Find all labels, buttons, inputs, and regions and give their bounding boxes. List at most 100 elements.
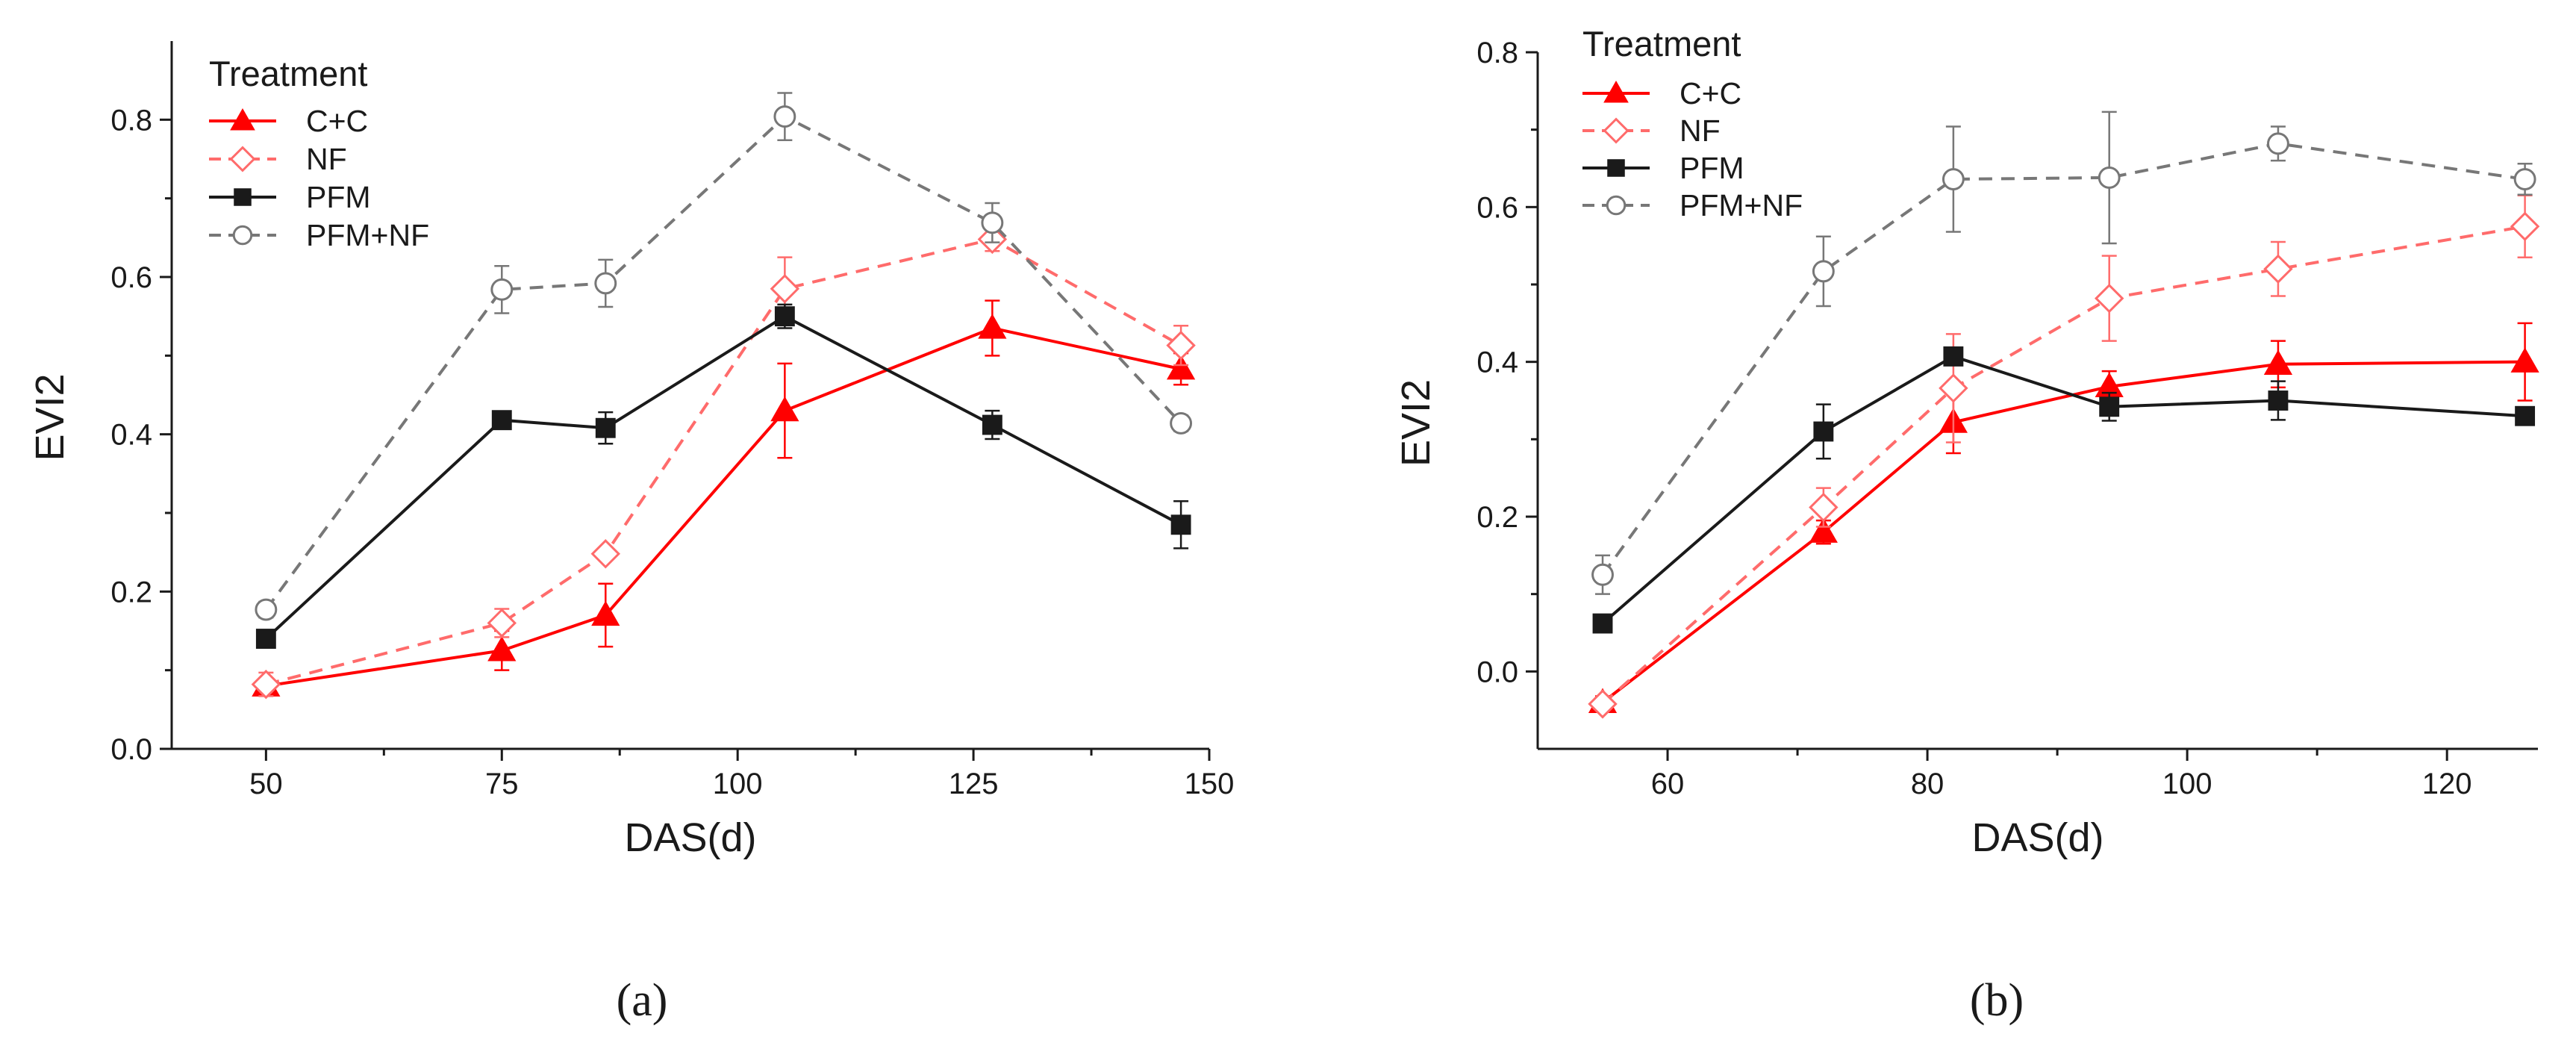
x-tick-label: 150 — [1185, 768, 1235, 800]
y-tick-label: 0.4 — [1476, 346, 1518, 379]
series-pfm — [1592, 346, 2536, 634]
data-point — [2510, 211, 2540, 241]
data-point — [2099, 396, 2120, 417]
x-tick-label: 125 — [949, 768, 999, 800]
data-point — [774, 306, 795, 327]
data-point — [1170, 514, 1191, 535]
x-tick-label: 60 — [1651, 768, 1685, 800]
series-c-c — [1588, 322, 2539, 713]
legend-marker — [1606, 195, 1627, 216]
series-line — [1601, 142, 2525, 576]
series-line — [1601, 355, 2525, 625]
data-point — [491, 410, 512, 431]
y-axis-label: EVI2 — [28, 373, 72, 461]
series-line — [265, 314, 1182, 641]
series-line — [265, 237, 1182, 686]
legend-title: Treatment — [1582, 24, 1741, 63]
data-point — [2515, 405, 2536, 426]
series-pfm — [255, 303, 1191, 649]
y-tick-label: 0.4 — [110, 419, 152, 452]
y-tick-label: 0.6 — [110, 261, 152, 294]
data-point — [595, 417, 616, 438]
data-point — [1939, 373, 1968, 403]
x-tick-label: 80 — [1911, 768, 1945, 800]
legend-label: NF — [306, 142, 347, 176]
chart-panel-a: 50 75 100 125 150 0.0 0.2 0.4 0.6 0.8 DAS(d) EVI2 (a… — [28, 41, 1234, 1026]
legend-marker — [229, 146, 256, 172]
legend-label: PFM+NF — [1680, 188, 1803, 222]
x-tick-label: 100 — [713, 768, 763, 800]
y-tick-label: 0.8 — [110, 104, 152, 137]
data-point — [773, 105, 796, 128]
y-tick-label: 0.2 — [1476, 501, 1518, 534]
legend-title: Treatment — [209, 54, 367, 93]
series-nf — [251, 224, 1196, 700]
data-point — [255, 629, 276, 649]
data-point — [770, 396, 799, 422]
x-tick-label: 50 — [249, 768, 283, 800]
data-point — [978, 314, 1007, 339]
data-point — [2510, 347, 2539, 373]
data-point — [2263, 254, 2293, 284]
panel-caption: (b) — [1970, 975, 2024, 1026]
data-point — [590, 539, 620, 569]
y-tick-label: 0.8 — [1476, 37, 1518, 69]
data-point — [1591, 563, 1614, 586]
data-point — [1942, 168, 1965, 190]
x-tick-label: 75 — [485, 768, 519, 800]
data-point — [1809, 492, 1839, 523]
data-point — [1809, 517, 1838, 543]
series-pfm-nf — [255, 92, 1193, 621]
data-point — [251, 669, 281, 700]
legend-label: C+C — [1680, 76, 1741, 110]
chart-panel-b: 60 80 100 120 0.0 0.2 0.4 0.6 0.8 DAS(d) EVI2 (b) Tr… — [1394, 24, 2540, 1026]
series-line — [1601, 360, 2525, 704]
data-point — [1166, 330, 1196, 361]
legend-label: C+C — [306, 104, 368, 138]
x-axis-label: DAS(d) — [1971, 815, 2103, 860]
data-point — [487, 608, 517, 638]
legend-label: PFM — [306, 180, 371, 214]
data-point — [981, 211, 1004, 234]
data-point — [1943, 346, 1964, 367]
panel-caption: (a) — [617, 975, 668, 1026]
legend: Treatment C+C NF PFM PFM+NF — [209, 54, 429, 252]
legend-label: PFM — [1680, 151, 1744, 185]
y-tick-label: 0.2 — [110, 576, 152, 608]
data-point — [1592, 613, 1613, 634]
series-c-c — [252, 299, 1196, 697]
y-tick-label: 0.0 — [1476, 656, 1518, 688]
data-point — [1812, 260, 1835, 283]
data-point — [2267, 132, 2289, 155]
data-point — [2098, 166, 2121, 189]
series-line — [266, 326, 1182, 688]
y-tick-label: 0.0 — [110, 733, 152, 766]
data-point — [487, 636, 517, 662]
data-point — [2263, 349, 2293, 375]
y-axis-label: EVI2 — [1394, 379, 1438, 467]
data-point — [255, 598, 278, 621]
legend-marker — [230, 108, 255, 131]
data-point — [594, 272, 617, 295]
data-point — [2094, 283, 2124, 314]
series-line — [1601, 225, 2525, 706]
series-pfm-nf — [1591, 110, 2536, 595]
data-point — [1588, 689, 1618, 719]
data-point — [1170, 411, 1193, 435]
legend-marker — [1603, 117, 1630, 144]
data-point — [2513, 168, 2536, 190]
data-point — [1166, 354, 1196, 380]
legend-marker — [1603, 81, 1629, 103]
data-point — [2268, 390, 2289, 411]
series-line — [264, 114, 1182, 611]
x-tick-label: 120 — [2422, 768, 2472, 800]
data-point — [591, 600, 620, 626]
legend-marker — [232, 225, 253, 246]
series-nf — [1588, 194, 2540, 719]
legend-marker — [234, 188, 252, 206]
data-point — [982, 414, 1002, 435]
legend-marker — [1607, 159, 1625, 177]
x-axis-label: DAS(d) — [624, 815, 756, 860]
